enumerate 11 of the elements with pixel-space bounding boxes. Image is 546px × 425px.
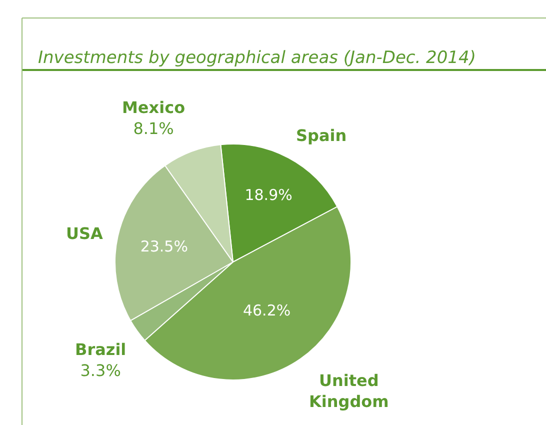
slice-label: United Kingdom — [309, 371, 389, 411]
slice-label: Spain — [296, 126, 347, 145]
chart-title: Investments by geographical areas (Jan-Dec. 2014) — [38, 48, 476, 68]
data-label: 3.3% — [80, 360, 121, 380]
data-label: 8.1% — [133, 118, 174, 138]
slice-label: Mexico — [122, 98, 186, 117]
data-label: 18.9% — [244, 186, 292, 204]
data-label: 46.2% — [242, 302, 291, 320]
data-label: 23.5% — [140, 238, 188, 256]
slice-label: Brazil — [75, 340, 126, 359]
slice-label: USA — [66, 224, 104, 243]
